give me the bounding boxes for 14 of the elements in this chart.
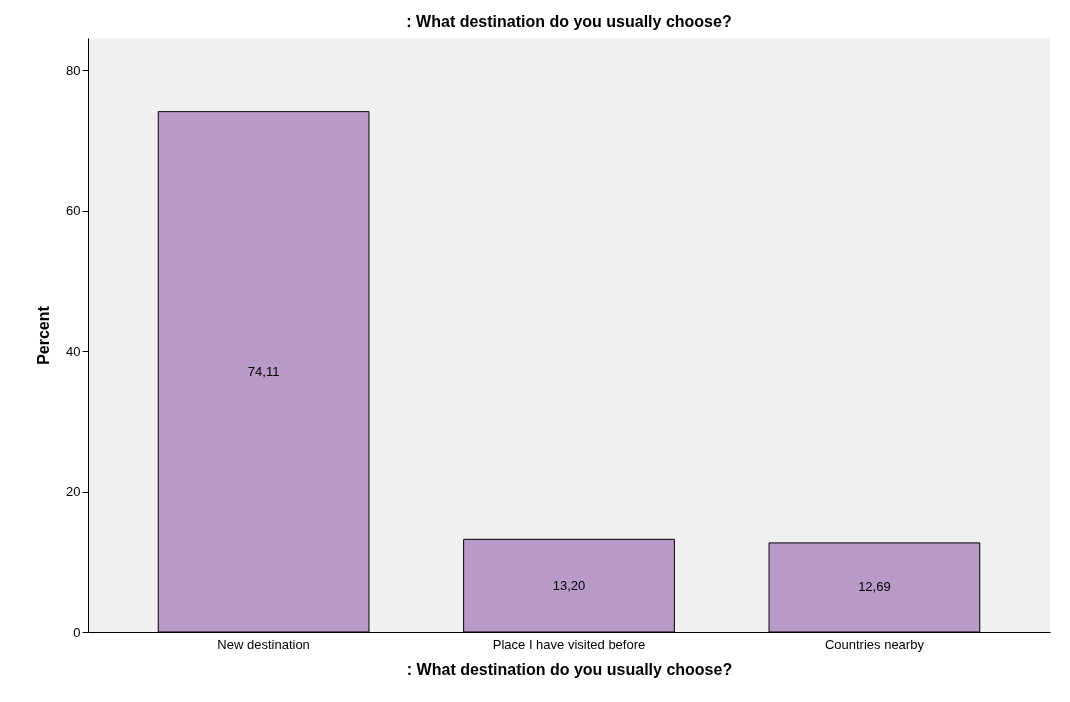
x-tick-label: Place I have visited before (492, 636, 646, 652)
data-label: 74,11 (247, 363, 280, 379)
y-tick-label: 40 (66, 343, 81, 359)
data-label: 12,69 (858, 579, 891, 595)
x-tick-label: Countries nearby (824, 636, 925, 652)
y-tick-label: 60 (66, 203, 81, 219)
y-tick-label: 20 (66, 484, 81, 500)
y-tick-label: 0 (73, 624, 81, 640)
data-label: 13,20 (552, 577, 586, 593)
y-axis-title: Percent (35, 305, 53, 365)
chart-title: : What destination do you usually choose? (406, 13, 732, 30)
x-tick-label: New destination (217, 636, 310, 652)
y-tick-label: 80 (66, 62, 81, 78)
x-axis-title: : What destination do you usually choose? (406, 660, 733, 678)
